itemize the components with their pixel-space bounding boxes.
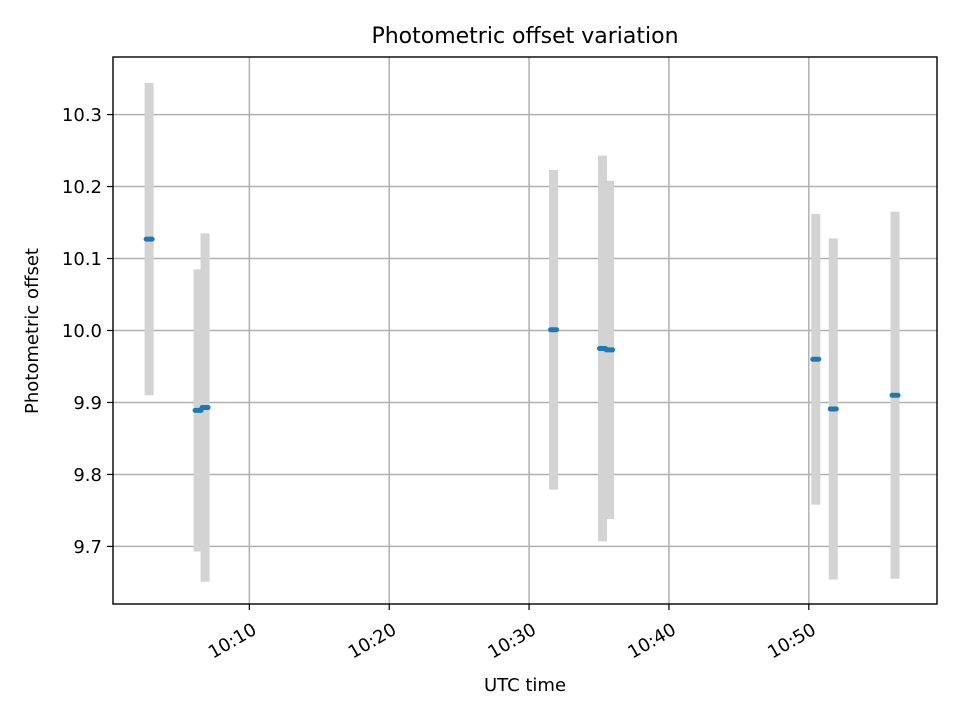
data-point <box>810 356 822 362</box>
x-tick-label: 10:50 <box>764 619 819 663</box>
data-point <box>199 405 211 411</box>
y-tick-label: 9.7 <box>73 537 102 558</box>
x-tick-label: 10:40 <box>624 619 679 663</box>
y-tick-label: 9.9 <box>73 393 102 414</box>
data-point <box>548 327 560 333</box>
x-tick-label: 10:20 <box>345 619 400 663</box>
data-points <box>143 236 901 413</box>
y-tick-label: 10.2 <box>62 177 102 198</box>
x-tick-label: 10:30 <box>485 619 540 663</box>
error-bars <box>144 82 900 582</box>
x-axis-label: UTC time <box>484 675 566 696</box>
x-tick-label: 10:10 <box>205 619 260 663</box>
y-tick-label: 9.8 <box>73 465 102 486</box>
x-axis-ticks: 10:10 10:20 10:30 10:40 10:50 <box>205 604 820 663</box>
data-point <box>143 236 155 242</box>
y-axis-ticks: 9.7 9.8 9.9 10.0 10.1 10.2 10.3 <box>62 105 113 558</box>
y-tick-label: 10.3 <box>62 105 102 126</box>
grid <box>113 57 937 604</box>
data-point <box>889 392 901 398</box>
data-point <box>827 406 839 412</box>
data-point <box>603 347 615 353</box>
y-tick-label: 10.1 <box>62 249 102 270</box>
chart-title: Photometric offset variation <box>371 24 678 49</box>
y-axis-label: Photometric offset <box>22 248 43 414</box>
y-tick-label: 10.0 <box>62 321 102 342</box>
